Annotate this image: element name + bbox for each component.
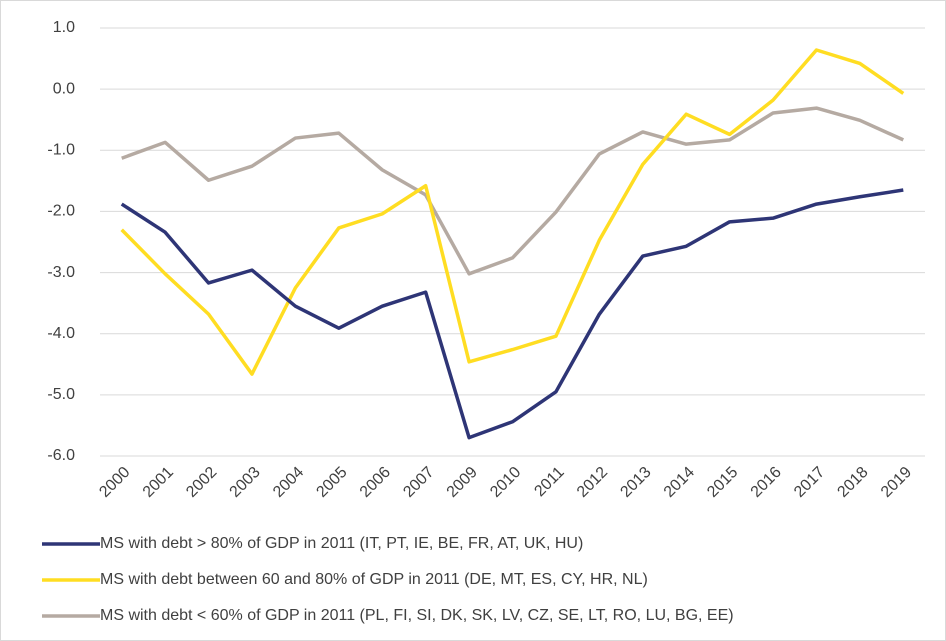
series-line: [121, 106, 905, 276]
y-tick-label: 1.0: [53, 19, 75, 36]
legend-label: MS with debt > 80% of GDP in 2011 (IT, P…: [100, 535, 583, 552]
series-line: [120, 188, 904, 440]
legend-label: MS with debt between 60 and 80% of GDP i…: [100, 571, 648, 588]
y-tick-label: 0.0: [53, 80, 75, 97]
y-tick-label: -4.0: [47, 325, 75, 342]
y-tick-label: -1.0: [47, 142, 75, 159]
y-tick-label: -3.0: [47, 264, 75, 281]
legend-label: MS with debt < 60% of GDP in 2011 (PL, F…: [100, 607, 734, 624]
y-tick-label: -2.0: [47, 203, 75, 220]
y-tick-label: -5.0: [47, 386, 75, 403]
series-line: [120, 48, 905, 376]
y-tick-label: -6.0: [47, 447, 75, 464]
